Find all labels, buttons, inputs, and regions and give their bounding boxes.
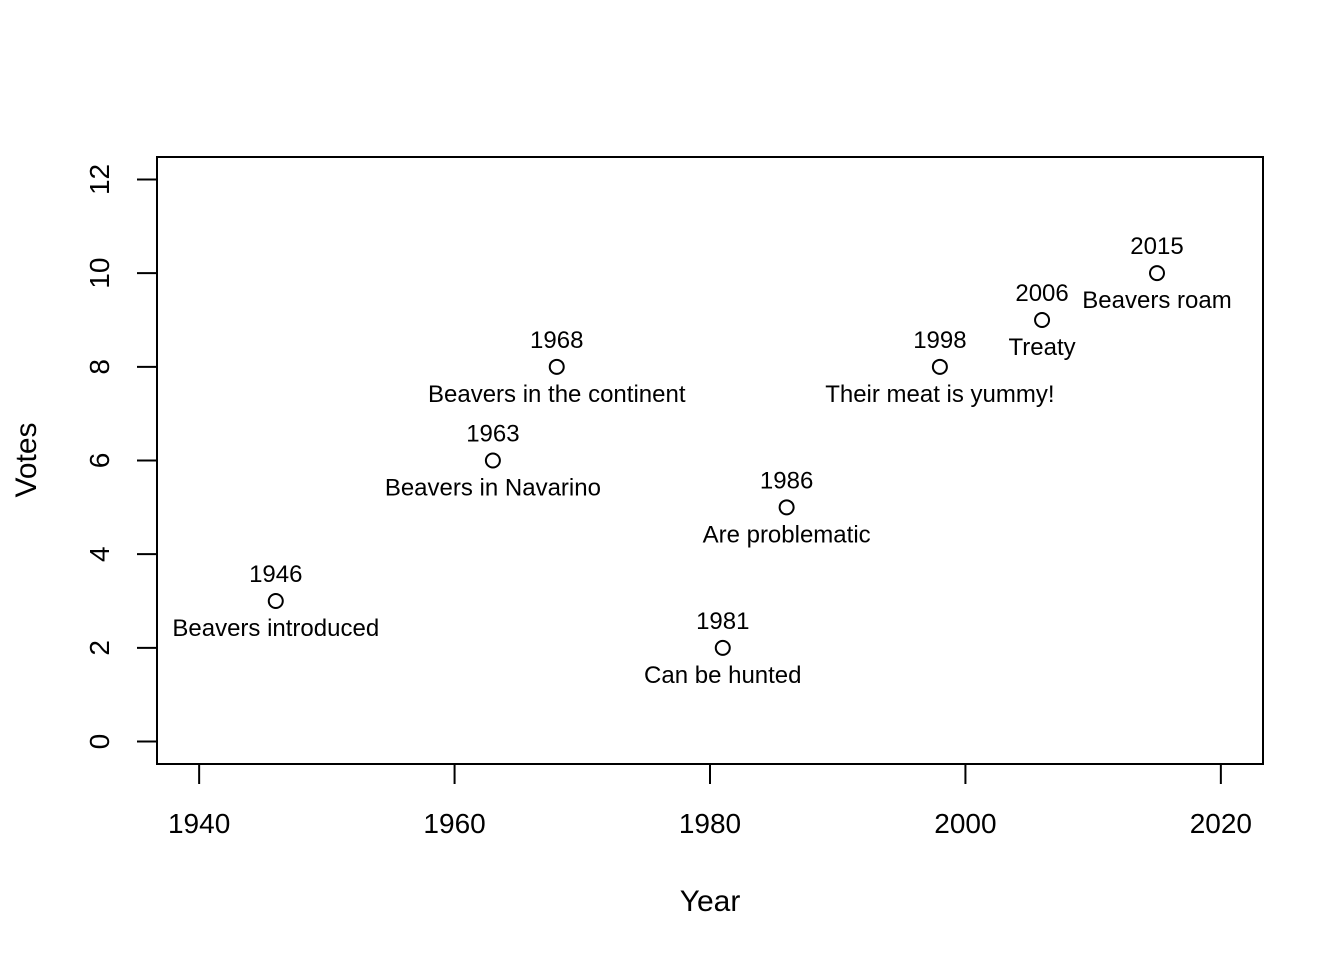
point-year-label: 1998: [913, 327, 966, 354]
points-layer: 1946 Beavers introduced 1963 Beavers in Nav…: [172, 233, 1231, 689]
x-tick-label: 2020: [1190, 808, 1252, 839]
y-tick-label: 4: [84, 546, 115, 562]
data-point-group: 1998 Their meat is yummy!: [825, 327, 1054, 408]
point-year-label: 2006: [1015, 280, 1068, 307]
y-tick-label: 10: [84, 258, 115, 289]
data-point: [778, 499, 795, 516]
point-year-label: 1968: [530, 327, 583, 354]
y-tick-label: 0: [84, 734, 115, 750]
data-point-group: 1946 Beavers introduced: [172, 561, 379, 642]
data-point: [484, 452, 501, 469]
data-point-group: 2015 Beavers roam: [1082, 233, 1231, 314]
data-point-group: 1963 Beavers in Navarino: [385, 421, 601, 502]
data-point: [267, 593, 284, 610]
y-tick-label: 2: [84, 640, 115, 656]
x-ticks: 1940 1960 1980 2000 2020: [168, 764, 1252, 839]
data-point: [548, 358, 565, 375]
data-point: [1034, 311, 1051, 328]
data-point-group: 1986 Are problematic: [703, 467, 871, 548]
y-axis-title: Votes: [10, 422, 43, 497]
point-event-label: Treaty: [1008, 334, 1075, 361]
data-point-group: 1968 Beavers in the continent: [428, 327, 686, 408]
data-point-group: 2006 Treaty: [1008, 280, 1075, 361]
y-ticks: 0 2 4 6 8 10 12: [84, 164, 157, 749]
data-point: [1148, 265, 1165, 282]
point-year-label: 2015: [1130, 233, 1183, 260]
point-year-label: 1946: [249, 561, 302, 588]
x-axis-title: Year: [680, 885, 741, 918]
data-point: [714, 639, 731, 656]
point-event-label: Beavers in Navarino: [385, 475, 601, 502]
y-axis: 0 2 4 6 8 10 12: [84, 164, 158, 749]
data-point-group: 1981 Can be hunted: [644, 608, 801, 689]
data-point: [931, 358, 948, 375]
point-event-label: Beavers in the continent: [428, 381, 686, 408]
x-tick-label: 1980: [679, 808, 741, 839]
point-event-label: Can be hunted: [644, 662, 801, 689]
point-event-label: Are problematic: [703, 521, 871, 548]
y-tick-label: 8: [84, 359, 115, 375]
x-axis: 1940 1960 1980 2000 2020: [168, 763, 1252, 839]
point-year-label: 1981: [696, 608, 749, 635]
point-event-label: Beavers roam: [1082, 287, 1231, 314]
point-year-label: 1986: [760, 467, 813, 494]
y-tick-label: 12: [84, 164, 115, 195]
x-tick-label: 2000: [934, 808, 996, 839]
point-event-label: Beavers introduced: [172, 615, 379, 642]
point-year-label: 1963: [466, 421, 519, 448]
y-tick-label: 6: [84, 453, 115, 469]
point-event-label: Their meat is yummy!: [825, 381, 1054, 408]
x-tick-label: 1960: [423, 808, 485, 839]
x-tick-label: 1940: [168, 808, 230, 839]
